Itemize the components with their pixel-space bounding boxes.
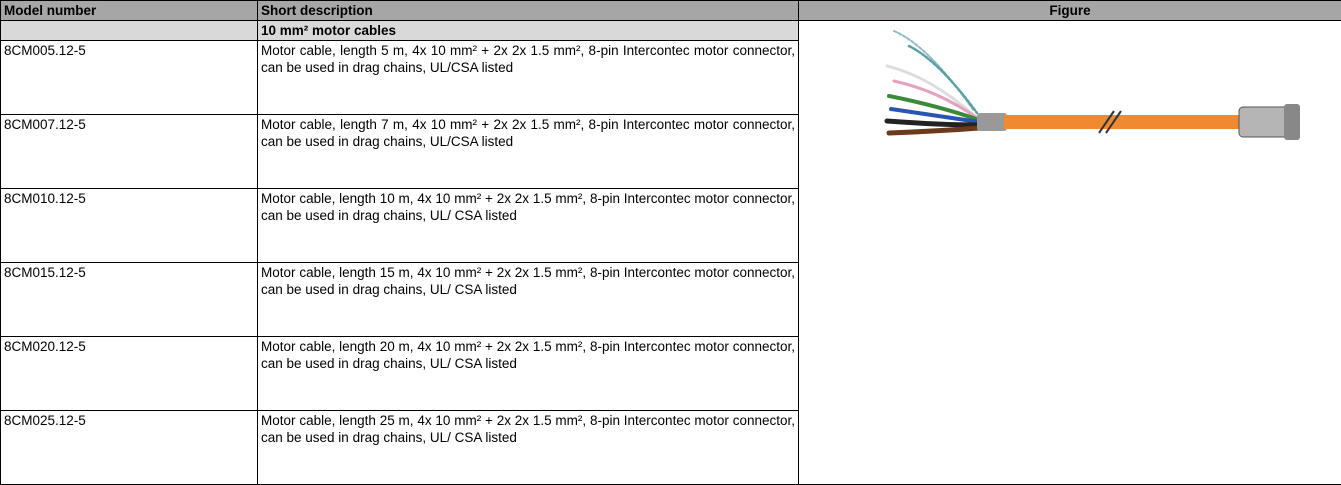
model-number: 8CM025.12-5 <box>1 411 258 485</box>
model-number: 8CM020.12-5 <box>1 337 258 411</box>
group-title: 10 mm² motor cables <box>258 21 799 41</box>
model-number: 8CM007.12-5 <box>1 115 258 189</box>
model-number: 8CM010.12-5 <box>1 189 258 263</box>
model-number: 8CM015.12-5 <box>1 263 258 337</box>
model-number: 8CM005.12-5 <box>1 41 258 115</box>
header-cell: Model number <box>1 1 258 21</box>
group-row: 10 mm² motor cables <box>1 21 1341 41</box>
cable-image <box>799 21 1341 141</box>
figure-cell <box>799 21 1341 485</box>
header-cell: Short description <box>258 1 799 21</box>
description: Motor cable, length 5 m, 4x 10 mm² + 2x … <box>258 41 799 115</box>
header-row: Model number Short description Figure <box>1 1 1341 21</box>
description: Motor cable, length 15 m, 4x 10 mm² + 2x… <box>258 263 799 337</box>
group-cell <box>1 21 258 41</box>
description: Motor cable, length 7 m, 4x 10 mm² + 2x … <box>258 115 799 189</box>
description: Motor cable, length 10 m, 4x 10 mm² + 2x… <box>258 189 799 263</box>
header-cell: Figure <box>799 1 1341 21</box>
description: Motor cable, length 25 m, 4x 10 mm² + 2x… <box>258 411 799 485</box>
description: Motor cable, length 20 m, 4x 10 mm² + 2x… <box>258 337 799 411</box>
